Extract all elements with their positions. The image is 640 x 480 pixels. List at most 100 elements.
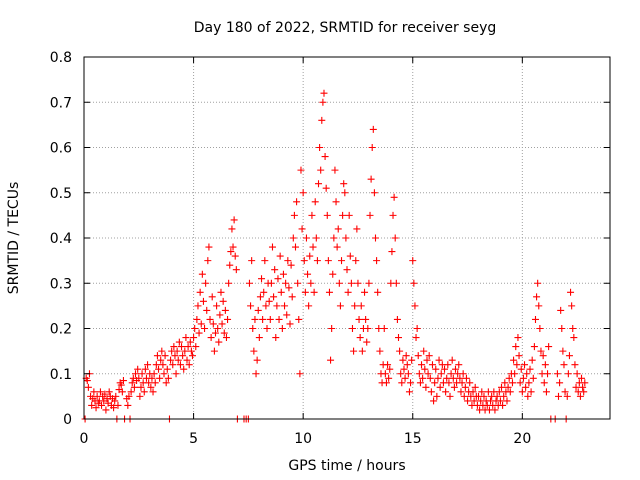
data-point [160, 370, 168, 378]
data-point [508, 379, 516, 387]
data-point [332, 198, 340, 206]
data-point [305, 302, 313, 310]
data-point [425, 352, 433, 360]
data-point [560, 361, 568, 369]
data-point [460, 392, 468, 400]
data-point [179, 352, 187, 360]
data-point [336, 302, 344, 310]
data-point [571, 361, 579, 369]
data-point [462, 374, 470, 382]
data-point [289, 234, 297, 242]
data-point [296, 370, 304, 378]
data-point [367, 175, 375, 183]
data-point [271, 266, 279, 274]
data-point [159, 361, 167, 369]
data-point [145, 379, 153, 387]
data-point [171, 352, 179, 360]
data-point [370, 189, 378, 197]
data-point [457, 388, 465, 396]
data-point [445, 379, 453, 387]
data-point [384, 361, 392, 369]
data-point [283, 311, 291, 319]
data-point [92, 404, 100, 412]
data-point [275, 315, 283, 323]
data-point [155, 365, 163, 373]
data-point [225, 279, 233, 287]
data-point [285, 284, 293, 292]
data-point [561, 388, 569, 396]
data-point [435, 356, 443, 364]
data-point [363, 338, 371, 346]
data-point [224, 315, 232, 323]
data-point [231, 252, 239, 260]
data-point [201, 325, 209, 332]
data-point [327, 356, 335, 364]
data-point [442, 388, 450, 396]
data-point [324, 257, 332, 265]
data-point [186, 338, 194, 346]
data-point [491, 406, 499, 414]
data-point [421, 365, 429, 373]
data-point [407, 379, 415, 387]
data-point [525, 379, 533, 387]
data-point [535, 302, 543, 310]
data-point [261, 257, 269, 265]
data-point [134, 365, 142, 373]
data-point [262, 302, 270, 310]
data-point [329, 270, 337, 278]
data-point [447, 370, 455, 378]
data-point [412, 334, 420, 342]
data-point [153, 352, 161, 360]
data-point [202, 279, 210, 287]
data-point [391, 234, 399, 242]
data-point [291, 243, 299, 251]
data-point [117, 381, 125, 389]
data-point [386, 365, 394, 373]
data-point [515, 352, 523, 360]
data-point [526, 365, 534, 373]
data-point [558, 325, 566, 332]
data-point [83, 377, 91, 385]
data-point [98, 401, 106, 409]
data-point [393, 315, 401, 323]
data-point [513, 361, 521, 369]
data-point [214, 325, 222, 332]
data-point [180, 365, 188, 373]
data-point [419, 374, 427, 382]
data-point [506, 388, 514, 396]
data-point [495, 388, 503, 396]
data-point [255, 334, 263, 342]
data-point [258, 275, 266, 283]
x-tick-label: 0 [80, 431, 89, 447]
data-point [172, 370, 180, 378]
y-axis-label: SRMTID / TECUs [6, 182, 22, 295]
data-point [187, 347, 195, 355]
data-point [286, 320, 294, 328]
data-point [521, 361, 529, 369]
data-point [140, 388, 148, 396]
data-point [301, 288, 309, 296]
data-point [105, 388, 113, 396]
data-point [252, 370, 260, 378]
data-point [254, 306, 262, 314]
data-point [556, 379, 564, 387]
data-point [519, 374, 527, 382]
data-point [396, 347, 404, 355]
data-point [205, 243, 213, 251]
data-point [195, 329, 203, 337]
data-point [170, 343, 178, 351]
data-point [517, 365, 525, 373]
data-point [119, 377, 127, 385]
data-point [404, 370, 412, 378]
data-point [230, 216, 238, 224]
data-point [510, 356, 518, 364]
data-point [335, 279, 343, 287]
data-point [260, 288, 268, 296]
data-point [471, 383, 479, 391]
data-point [124, 401, 132, 409]
x-tick-label: 10 [294, 431, 312, 447]
data-point [263, 325, 271, 332]
data-point [191, 325, 199, 332]
data-point [373, 257, 381, 265]
data-point [522, 383, 530, 391]
